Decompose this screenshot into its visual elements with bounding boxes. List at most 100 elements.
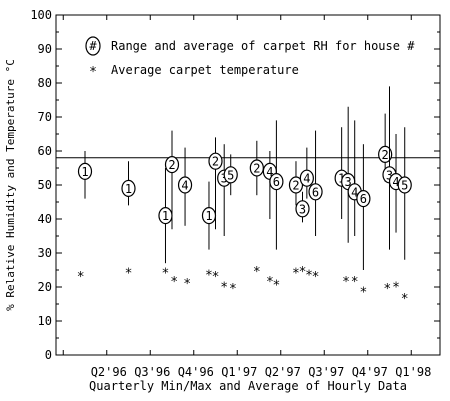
y-tick-label: 60 xyxy=(38,144,52,158)
rh-average-marker xyxy=(269,173,284,191)
y-axis-label: % Relative Humidity and Temperature °C xyxy=(4,59,17,311)
x-tick-label: Q1'98 xyxy=(395,365,431,379)
rh-house-label: 5 xyxy=(401,179,408,193)
rh-average-marker xyxy=(77,162,93,180)
temperature-point: * xyxy=(305,268,313,283)
rh-point: 5 xyxy=(223,154,238,196)
y-axis: 0 10 20 30 40 50 60 70 80 90 100 xyxy=(30,8,440,362)
temperature-series: * * ** **** ******** * ** * ** xyxy=(77,265,409,307)
rh-average-marker xyxy=(295,200,310,218)
x-tick-label: Q4'97 xyxy=(352,365,388,379)
y-tick-label: 90 xyxy=(38,42,52,56)
x-axis-label: Quarterly Min/Max and Average of Hourly … xyxy=(89,379,407,393)
temperature-point: * xyxy=(212,270,220,285)
rh-series: 111241235246234613462345 xyxy=(77,86,412,270)
rh-house-label: 1 xyxy=(81,165,88,179)
rh-house-label: 4 xyxy=(181,179,188,193)
temperature-point: * xyxy=(162,267,170,282)
rh-point: 1 xyxy=(334,127,349,219)
rh-house-label: 2 xyxy=(168,158,175,172)
x-tick-label: Q4'96 xyxy=(178,365,214,379)
rh-point: 3 xyxy=(295,191,310,223)
y-tick-label: 40 xyxy=(38,212,52,226)
rh-point: 3 xyxy=(382,86,397,250)
y-tick-label: 20 xyxy=(38,280,52,294)
rh-average-marker xyxy=(177,176,193,194)
rh-house-label: 3 xyxy=(299,202,306,216)
temperature-point: * xyxy=(229,282,237,297)
legend-rh-marker-ring xyxy=(85,36,101,56)
rh-point: 6 xyxy=(269,120,284,250)
rh-point: 1 xyxy=(77,151,93,199)
rh-point: 1 xyxy=(121,161,136,206)
legend-temp-label: Average carpet temperature xyxy=(111,63,299,77)
rh-house-label: 2 xyxy=(382,148,389,162)
temperature-point: * xyxy=(292,267,300,282)
x-tick-label: Q1'97 xyxy=(221,365,257,379)
rh-house-label: 4 xyxy=(351,185,358,199)
temperature-point: * xyxy=(299,265,307,280)
rh-house-label: 2 xyxy=(212,155,219,169)
rh-average-marker xyxy=(397,176,412,194)
rh-house-label: 4 xyxy=(392,175,399,189)
rh-house-label: 3 xyxy=(221,172,228,186)
temperature-point: * xyxy=(383,282,391,297)
rh-average-marker xyxy=(121,179,136,197)
legend-temp-marker: * xyxy=(89,65,97,80)
rh-point: 2 xyxy=(164,130,180,230)
rh-average-marker xyxy=(308,183,323,201)
temperature-point: * xyxy=(342,275,350,290)
temperature-point: * xyxy=(253,265,261,280)
rh-house-label: 6 xyxy=(312,185,319,199)
rh-point: 6 xyxy=(308,130,323,236)
x-tick-label: Q3'97 xyxy=(308,365,344,379)
temperature-point: * xyxy=(183,277,191,292)
temperature-point: * xyxy=(220,280,228,295)
legend-rh-marker: # xyxy=(89,39,97,53)
rh-house-label: 5 xyxy=(227,168,234,182)
x-axis: Q2'96 Q3'96 Q4'96 Q1'97 Q2'97 Q3'97 Q4'97 Q1'98 xyxy=(62,15,431,379)
rh-point: 1 xyxy=(158,168,173,264)
rh-house-label: 1 xyxy=(205,209,212,223)
y-tick-label: 80 xyxy=(38,76,52,90)
rh-point: 6 xyxy=(356,144,371,270)
rh-house-label: 6 xyxy=(360,192,367,206)
temperature-point: * xyxy=(359,285,367,300)
rh-house-label: 1 xyxy=(162,209,169,223)
rh-average-marker xyxy=(223,166,238,184)
rh-house-label: 2 xyxy=(292,179,299,193)
x-tick-label: Q2'97 xyxy=(265,365,301,379)
temperature-point: * xyxy=(125,267,133,282)
rh-point: 2 xyxy=(208,137,223,230)
rh-average-marker xyxy=(378,145,393,163)
rh-point: 2 xyxy=(288,161,304,206)
rh-house-label: 2 xyxy=(253,162,260,176)
temperature-point: * xyxy=(272,279,280,294)
rh-house-label: 3 xyxy=(345,175,352,189)
rh-house-label: 6 xyxy=(273,175,280,189)
rh-average-marker xyxy=(356,190,371,208)
y-tick-label: 10 xyxy=(38,314,52,328)
temperature-point: * xyxy=(401,292,409,307)
x-tick-label: Q2'96 xyxy=(91,365,127,379)
rh-house-label: 3 xyxy=(386,168,393,182)
rh-average-marker xyxy=(164,156,180,174)
rh-point: 3 xyxy=(341,106,356,243)
y-tick-label: 100 xyxy=(30,8,52,22)
rh-point: 2 xyxy=(249,140,264,196)
temperature-point: * xyxy=(351,275,359,290)
rh-point: 5 xyxy=(397,127,412,260)
temperature-point: * xyxy=(266,275,274,290)
rh-average-marker xyxy=(249,159,264,177)
rh-house-label: 4 xyxy=(303,172,310,186)
x-tick-label: Q3'96 xyxy=(134,365,170,379)
temperature-point: * xyxy=(205,268,213,283)
rh-house-label: 4 xyxy=(266,165,273,179)
rh-point: 1 xyxy=(201,181,217,250)
temperature-point: * xyxy=(392,280,400,295)
rh-average-marker xyxy=(299,169,314,187)
rh-point: 4 xyxy=(177,147,193,226)
y-tick-label: 70 xyxy=(38,110,52,124)
legend-rh-label: Range and average of carpet RH for house… xyxy=(111,39,415,53)
